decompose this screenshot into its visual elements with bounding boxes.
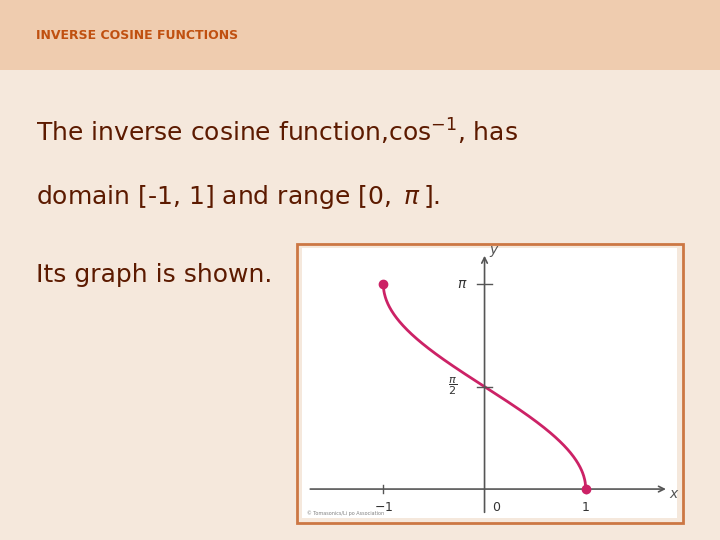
Text: $x$: $x$ [670,487,680,501]
Bar [0,0,720,70]
Text: The inverse cosine function,cos$^{-1}$, has: The inverse cosine function,cos$^{-1}$, … [36,117,518,147]
Text: $-1$: $-1$ [374,501,393,514]
Bar [297,244,683,523]
Text: $1$: $1$ [581,501,590,514]
Text: $0$: $0$ [492,501,501,514]
Text: domain [-1, 1] and range $[0,\ \pi\,]$.: domain [-1, 1] and range $[0,\ \pi\,]$. [36,183,440,211]
Text: $y$: $y$ [490,244,500,259]
Text: © Tomasonics/Li po Association: © Tomasonics/Li po Association [307,511,384,516]
Text: $\pi$: $\pi$ [457,277,467,291]
Text: Its graph is shown.: Its graph is shown. [36,264,272,287]
Text: $\dfrac{\pi}{2}$: $\dfrac{\pi}{2}$ [448,376,456,397]
Text: INVERSE COSINE FUNCTIONS: INVERSE COSINE FUNCTIONS [36,29,238,42]
